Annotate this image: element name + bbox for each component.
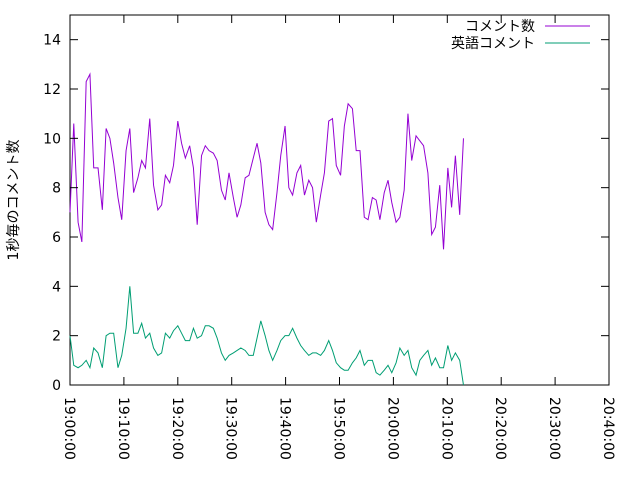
series-line-2 [69, 286, 464, 386]
x-tick-label: 20:20:00 [492, 397, 508, 460]
x-tick-label: 20:30:00 [546, 397, 562, 460]
x-tick-label: 19:30:00 [223, 397, 239, 460]
x-tick-label: 20:40:00 [600, 397, 616, 460]
plot-frame [69, 14, 610, 386]
y-tick-label: 8 [52, 181, 61, 197]
series-line-1 [69, 72, 464, 250]
y-axis: 0 2 4 6 8 10 12 14 [43, 33, 609, 394]
legend-label: 英語コメント [451, 35, 535, 52]
series-layer [69, 72, 464, 386]
y-axis-label: 1秒毎のコメント数 [6, 140, 22, 261]
y-tick-label: 0 [52, 378, 61, 394]
x-tick-label: 19:10:00 [115, 397, 131, 460]
plot-area [69, 14, 610, 386]
y-tick-label: 14 [43, 33, 61, 49]
x-tick-label: 20:10:00 [438, 397, 454, 460]
y-tick-label: 4 [52, 279, 61, 295]
y-tick-label: 2 [52, 329, 61, 345]
x-tick-label: 19:00:00 [61, 397, 77, 460]
y-tick-label: 12 [43, 82, 61, 98]
x-tick-label: 19:20:00 [169, 397, 185, 460]
x-axis: 19:00:00 19:10:00 19:20:00 19:30:00 19:40:00… [61, 15, 616, 460]
y-tick-label: 10 [43, 131, 61, 147]
x-tick-label: 19:50:00 [331, 397, 347, 460]
x-tick-label: 19:40:00 [277, 397, 293, 460]
y-tick-label: 6 [52, 230, 61, 246]
legend-label: コメント数 [465, 19, 535, 35]
x-tick-label: 20:00:00 [384, 397, 400, 460]
